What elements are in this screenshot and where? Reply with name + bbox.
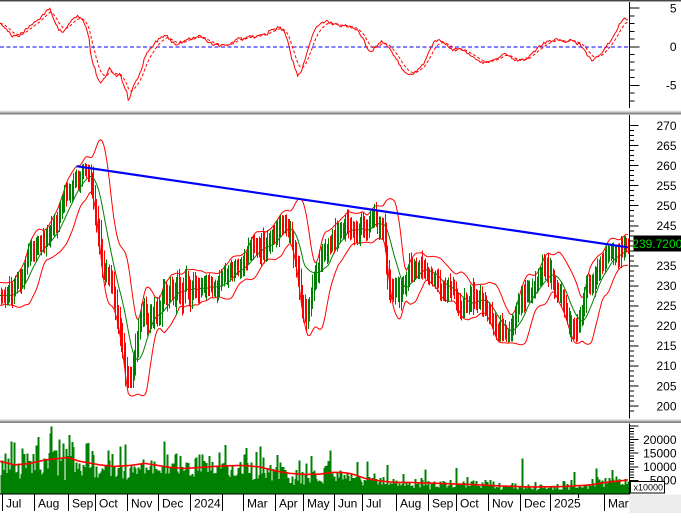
svg-text:20000: 20000 xyxy=(643,433,677,447)
svg-text:260: 260 xyxy=(656,159,676,173)
svg-text:239.7200: 239.7200 xyxy=(632,237,681,251)
svg-text:Jul: Jul xyxy=(366,497,381,511)
svg-text:250: 250 xyxy=(656,199,676,213)
svg-text:Dec: Dec xyxy=(524,497,545,511)
svg-text:200: 200 xyxy=(656,399,676,413)
svg-text:265: 265 xyxy=(656,139,676,153)
svg-text:-5: -5 xyxy=(666,79,677,93)
svg-text:Aug: Aug xyxy=(38,497,59,511)
svg-text:205: 205 xyxy=(656,379,676,393)
svg-text:Dec: Dec xyxy=(162,497,183,511)
svg-text:Nov: Nov xyxy=(492,497,513,511)
svg-text:2025: 2025 xyxy=(554,497,581,511)
svg-text:5: 5 xyxy=(670,1,677,15)
svg-text:Mar: Mar xyxy=(247,497,268,511)
svg-text:255: 255 xyxy=(656,179,676,193)
svg-text:245: 245 xyxy=(656,219,676,233)
svg-text:Oct: Oct xyxy=(99,497,118,511)
svg-text:270: 270 xyxy=(656,119,676,133)
svg-text:0: 0 xyxy=(670,40,677,54)
svg-text:15000: 15000 xyxy=(643,446,677,460)
svg-text:Nov: Nov xyxy=(131,497,152,511)
svg-text:215: 215 xyxy=(656,339,676,353)
svg-text:Aug: Aug xyxy=(400,497,421,511)
svg-text:Apr: Apr xyxy=(279,497,298,511)
svg-text:10000: 10000 xyxy=(643,460,677,474)
svg-text:May: May xyxy=(307,497,330,511)
svg-text:225: 225 xyxy=(656,299,676,313)
svg-text:x10000: x10000 xyxy=(634,483,664,493)
svg-text:Jun: Jun xyxy=(338,497,357,511)
svg-text:2024: 2024 xyxy=(194,497,221,511)
svg-text:Jul: Jul xyxy=(6,497,21,511)
svg-text:230: 230 xyxy=(656,279,676,293)
svg-text:Sep: Sep xyxy=(72,497,94,511)
svg-text:Mar: Mar xyxy=(608,497,629,511)
svg-text:Oct: Oct xyxy=(460,497,479,511)
svg-text:210: 210 xyxy=(656,359,676,373)
svg-text:235: 235 xyxy=(656,259,676,273)
svg-text:220: 220 xyxy=(656,319,676,333)
svg-text:Sep: Sep xyxy=(432,497,454,511)
